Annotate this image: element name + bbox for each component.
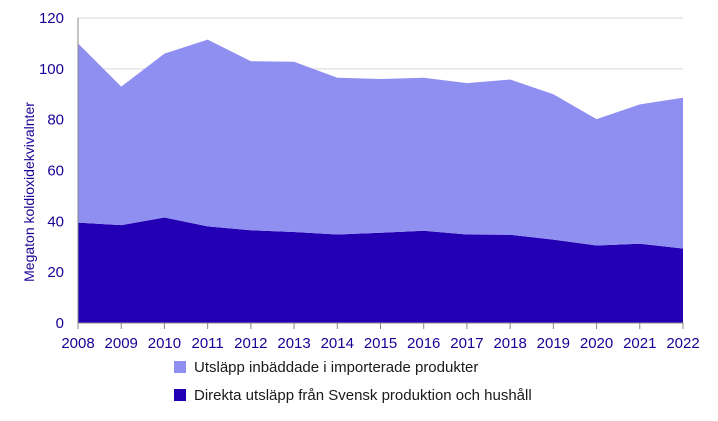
y-tick-label: 0 <box>56 315 64 332</box>
x-tick-label: 2009 <box>105 335 138 352</box>
y-tick-label: 80 <box>47 112 64 129</box>
x-tick-label: 2012 <box>234 335 267 352</box>
x-tick-label: 2022 <box>666 335 699 352</box>
y-tick-label: 20 <box>47 264 64 281</box>
x-tick-label: 2017 <box>450 335 483 352</box>
area-series <box>78 39 683 323</box>
legend-swatch <box>174 361 186 373</box>
x-tick-label: 2008 <box>61 335 94 352</box>
x-tick-label: 2015 <box>364 335 397 352</box>
x-tick-label: 2018 <box>493 335 526 352</box>
x-tick-label: 2019 <box>537 335 570 352</box>
y-tick-label: 120 <box>39 10 64 27</box>
area-series-1 <box>78 217 683 323</box>
x-tick-label: 2020 <box>580 335 613 352</box>
x-tick-label: 2021 <box>623 335 656 352</box>
x-tick-label: 2011 <box>192 335 224 352</box>
y-tick-label: 60 <box>47 163 64 180</box>
axes: 0 20 40 60 80 100 120 2008 2009 2010 2011 2012 2013 2… <box>39 10 700 352</box>
legend-label: Utsläpp inbäddade i importerade produkte… <box>194 359 478 376</box>
legend: Utsläpp inbäddade i importerade produkte… <box>174 359 532 404</box>
x-tick-label: 2013 <box>277 335 310 352</box>
area-series-2 <box>78 39 683 249</box>
x-tick-label: 2016 <box>407 335 440 352</box>
legend-swatch <box>174 389 186 401</box>
y-tick-label: 100 <box>39 61 64 78</box>
y-tick-label: 40 <box>47 213 64 230</box>
x-tick-label: 2010 <box>148 335 181 352</box>
legend-label: Direkta utsläpp från Svensk produktion o… <box>194 387 532 404</box>
y-axis-title: Megaton koldioxidekvivalnter <box>21 102 37 282</box>
x-tick-label: 2014 <box>321 335 354 352</box>
